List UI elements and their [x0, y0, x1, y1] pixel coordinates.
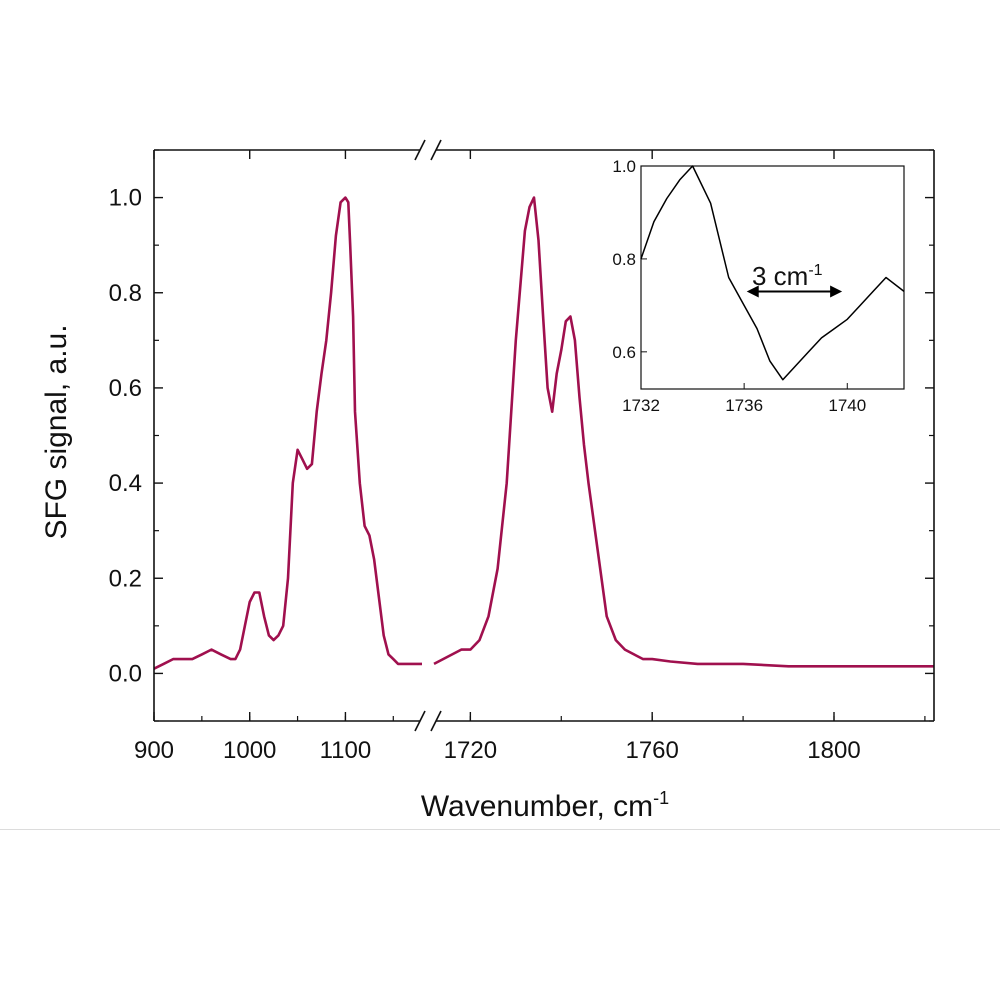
x-tick-label: 900	[134, 737, 174, 764]
axis-break-slash-1-b	[430, 710, 442, 732]
x-tick-label: 1720	[444, 737, 497, 764]
inset-x-tick-label: 1740	[828, 396, 866, 415]
y-tick-label: 0.2	[109, 565, 142, 592]
axis-break-slash-0-b	[430, 139, 442, 161]
x-tick-label: 1760	[625, 737, 678, 764]
series-line-segment-1	[153, 196, 422, 670]
inset-x-tick-label: 1732	[622, 396, 660, 415]
axis-break-slash-1-a	[414, 710, 426, 732]
inset-arrow-head-right	[830, 285, 843, 298]
inset-y-tick-label: 0.6	[612, 343, 636, 362]
inset-y-tick-label: 1.0	[612, 157, 636, 176]
main-ticks: 0.0 0.2 0.4 0.6 0.8 1.0 900 1000 1100 1720 1760 180…	[109, 149, 934, 764]
x-tick-label: 1800	[807, 737, 860, 764]
x-axis-title-superscript: -1	[653, 788, 669, 808]
inset-annotation-text: 3 cm	[752, 261, 808, 291]
inset-arrow-head-left	[746, 285, 759, 298]
y-tick-label: 1.0	[109, 185, 142, 212]
inset-frame	[640, 165, 905, 390]
inset-plot: 1732 1736 1740 0.6 0.8 1.0 3 cm-1	[612, 157, 905, 415]
x-axis-title-text: Wavenumber, cm	[421, 790, 653, 823]
series-line-segment-2	[433, 196, 934, 668]
inset-ticks: 1732 1736 1740 0.6 0.8 1.0	[612, 157, 866, 415]
x-axis-title: Wavenumber, cm-1	[421, 788, 669, 823]
y-tick-label: 0.6	[109, 375, 142, 402]
main-series-lines	[153, 196, 934, 670]
inset-annotation-superscript: -1	[808, 262, 822, 279]
y-axis-title: SFG signal, a.u.	[40, 324, 73, 539]
y-tick-label: 0.4	[109, 470, 142, 497]
axis-break-slash-0-a	[414, 139, 426, 161]
inset-width-arrow	[746, 285, 843, 298]
x-tick-label: 1000	[223, 737, 276, 764]
y-tick-label: 0.8	[109, 280, 142, 307]
inset-y-tick-label: 0.8	[612, 250, 636, 269]
x-tick-label: 1100	[320, 737, 372, 764]
inset-series-line	[640, 165, 905, 381]
inset-annotation: 3 cm-1	[752, 261, 823, 291]
inset-x-tick-label: 1736	[725, 396, 763, 415]
page-divider	[0, 829, 1000, 830]
inset-series-line-path	[640, 165, 905, 381]
axis-break-marks	[414, 139, 442, 732]
y-tick-label: 0.0	[109, 660, 142, 687]
